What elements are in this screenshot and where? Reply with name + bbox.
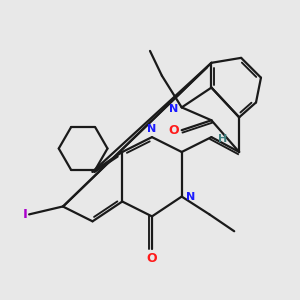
Text: N: N	[186, 192, 195, 202]
Text: N: N	[147, 124, 157, 134]
Text: I: I	[23, 208, 28, 221]
Text: O: O	[168, 124, 179, 137]
Text: H: H	[218, 134, 227, 144]
Text: O: O	[147, 252, 157, 265]
Text: N: N	[169, 104, 179, 114]
